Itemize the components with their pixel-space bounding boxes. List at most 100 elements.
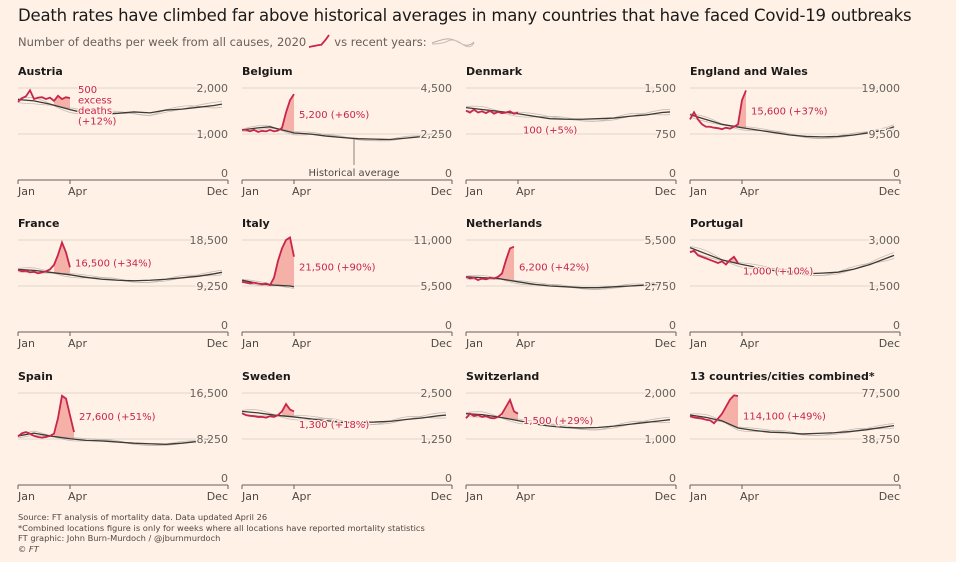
line-2020 — [465, 108, 519, 115]
line-2020 — [17, 394, 75, 439]
y-tick-label: 750 — [655, 128, 676, 141]
x-tick-label: Dec — [207, 185, 228, 198]
excess-deaths-area — [718, 395, 738, 429]
excess-annotation: 114,100 (+49%) — [743, 411, 826, 422]
annotation-line: 1,500 (+29%) — [523, 416, 593, 427]
subtitle-text: Number of deaths per week from all cause… — [18, 35, 273, 49]
panel-title: Italy — [242, 217, 270, 230]
line-2020 — [689, 249, 739, 266]
panel-title: Belgium — [242, 65, 293, 78]
excess-deaths-area — [502, 399, 518, 421]
panel-chart: 0 1,000 2,000 Jan Apr Dec 1,500 (+29%) — [465, 386, 678, 504]
panel-13-countries-cities-combined-: 13 countries/cities combined* 0 38,750 77,5… — [689, 370, 904, 520]
x-tick-label: Apr — [740, 185, 760, 198]
panel-title: 13 countries/cities combined* — [690, 370, 875, 383]
annotation-line: (+12%) — [78, 117, 117, 128]
panel-portugal: Portugal 0 1,500 3,000 Jan Apr Dec 1,000 (+10%) — [689, 217, 904, 367]
panel-chart: 0 38,750 77,500 Jan Apr Dec 114,100 (+49%) — [689, 386, 902, 504]
y-tick-label: 2,500 — [421, 387, 453, 400]
historical-average-line — [689, 114, 895, 138]
x-tick-label: Jan — [17, 185, 35, 198]
x-tick-label: Jan — [465, 490, 483, 503]
y-tick-label: 0 — [669, 319, 676, 332]
x-tick-label: Jan — [465, 185, 483, 198]
excess-annotation: 1,000 (+10%) — [743, 267, 813, 278]
copyright-note: © FT — [18, 543, 39, 554]
historical-average-line — [465, 106, 671, 120]
panel-title: Switzerland — [466, 370, 540, 383]
y-tick-label: 1,500 — [645, 82, 677, 95]
credit-note: FT graphic: John Burn-Murdoch / @jburnmu… — [18, 533, 221, 543]
panel-title: Portugal — [690, 217, 744, 230]
annotation-line: 100 (+5%) — [523, 125, 577, 136]
historical-average-line — [17, 268, 223, 282]
y-tick-label: 11,000 — [414, 234, 453, 247]
annotation-line: deaths — [78, 106, 112, 117]
x-tick-label: Dec — [655, 185, 676, 198]
x-tick-label: Jan — [689, 185, 707, 198]
panel-chart: 0 5,500 11,000 Jan Apr Dec 21,500 (+90%) — [241, 233, 454, 351]
historical-average-line — [17, 432, 223, 445]
x-tick-label: Apr — [68, 490, 88, 503]
y-tick-label: 0 — [221, 472, 228, 485]
y-tick-label: 9,500 — [869, 128, 901, 141]
panel-chart: 0 9,250 18,500 Jan Apr Dec 16,500 (+34%) — [17, 233, 230, 351]
legend-recent-years-icon — [431, 38, 475, 48]
x-tick-label: Apr — [516, 185, 536, 198]
y-tick-label: 0 — [669, 167, 676, 180]
annotation-line: 5,200 (+60%) — [299, 110, 369, 121]
excess-annotation: 5,200 (+60%) — [299, 110, 369, 121]
panel-belgium: Belgium 0 2,250 4,500 Jan Apr Dec 5,200 (+60%) H… — [241, 65, 456, 215]
historical-average-line — [241, 126, 447, 141]
annotation-line: 1,000 (+10%) — [743, 267, 813, 278]
x-tick-label: Apr — [292, 337, 312, 350]
excess-annotation: 16,500 (+34%) — [75, 258, 152, 269]
chart-title: Death rates have climbed far above histo… — [18, 6, 912, 25]
excess-deaths-area — [54, 242, 70, 275]
historical-average-label: Historical average — [309, 168, 400, 179]
y-tick-label: 0 — [893, 319, 900, 332]
excess-annotation: 15,600 (+37%) — [751, 106, 828, 117]
combined-note: *Combined locations figure is only for w… — [18, 522, 425, 533]
x-tick-label: Dec — [431, 337, 452, 350]
annotation-line: 114,100 (+49%) — [743, 411, 826, 422]
y-tick-label: 8,250 — [197, 433, 229, 446]
panel-title: Spain — [18, 370, 53, 383]
excess-annotation: 27,600 (+51%) — [79, 412, 156, 423]
x-tick-label: Jan — [17, 337, 35, 350]
x-tick-label: Apr — [68, 337, 88, 350]
y-tick-label: 18,500 — [190, 234, 229, 247]
y-tick-label: 0 — [445, 472, 452, 485]
y-tick-label: 1,000 — [645, 433, 677, 446]
line-2020 — [689, 90, 747, 131]
y-tick-label: 0 — [669, 472, 676, 485]
panel-title: France — [18, 217, 60, 230]
x-tick-label: Apr — [516, 337, 536, 350]
line-2020 — [241, 236, 295, 287]
historical-average-line — [689, 247, 895, 275]
x-tick-label: Apr — [68, 185, 88, 198]
excess-annotation: 1,500 (+29%) — [523, 416, 593, 427]
panel-spain: Spain 0 8,250 16,500 Jan Apr Dec 27,600 (+51%) — [17, 370, 232, 520]
panel-title: Netherlands — [466, 217, 543, 230]
excess-annotation: 500 excess deaths (+12%) — [78, 85, 117, 128]
x-tick-label: Apr — [516, 490, 536, 503]
panel-chart: 0 8,250 16,500 Jan Apr Dec 27,600 (+51%) — [17, 386, 230, 504]
panel-sweden: Sweden 0 1,250 2,500 Jan Apr Dec 1,300 (+18%) — [241, 370, 456, 520]
x-tick-label: Jan — [17, 490, 35, 503]
line-2020 — [17, 239, 71, 275]
y-tick-label: 5,500 — [421, 280, 453, 293]
panel-england-and-wales: England and Wales 0 9,500 19,000 Jan Apr Dec 15… — [689, 65, 904, 215]
historical-average-line — [17, 98, 223, 115]
historical-average-line — [689, 414, 895, 435]
x-tick-label: Dec — [431, 185, 452, 198]
excess-annotation: 1,300 (+18%) — [299, 420, 369, 431]
y-tick-label: 2,000 — [645, 387, 677, 400]
annotation-line: 15,600 (+37%) — [751, 106, 828, 117]
legend-2020-line-icon — [309, 34, 331, 48]
annotation-line: 27,600 (+51%) — [79, 412, 156, 423]
excess-annotation: 21,500 (+90%) — [299, 263, 376, 274]
y-tick-label: 19,000 — [862, 82, 901, 95]
y-tick-label: 0 — [221, 167, 228, 180]
panel-denmark: Denmark 0 750 1,500 Jan Apr Dec 100 (+5%) — [465, 65, 680, 215]
